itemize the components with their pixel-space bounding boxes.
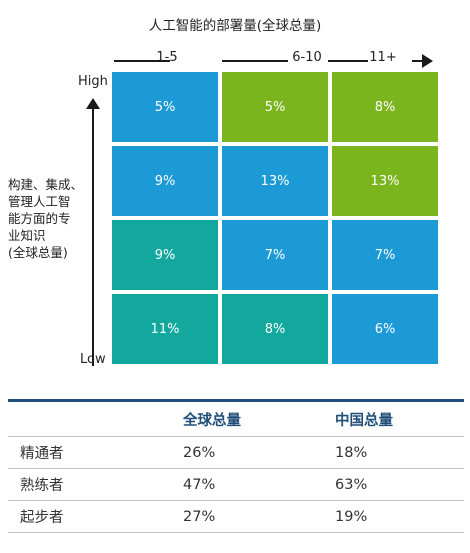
table-header-global: 全球总量 [183,412,241,429]
table-row: 熟练者 47% 63% [8,468,464,501]
cell-china: 18% [335,436,464,469]
y-axis-arrowhead [86,98,100,109]
heatmap-cell: 5% [222,72,328,142]
cell-global: 27% [183,500,335,533]
table-header-china: 中国总量 [335,412,393,429]
y-axis-arrow [92,108,94,366]
heatmap-cell: 7% [332,220,438,290]
x-axis-arrow-segment [222,60,288,62]
summary-table: 全球总量 中国总量 精通者 26% 18% 熟练者 47% 63% 起步者 27… [8,402,464,533]
x-tick-label: 6-10 [292,50,322,65]
heatmap-cell: 9% [112,146,218,216]
x-axis-arrow-segment [328,60,368,62]
x-tick-label: 1-5 [156,50,178,65]
x-axis-arrow-segment [412,60,424,62]
row-label: 起步者 [8,500,183,533]
heatmap-cell: 13% [332,146,438,216]
table-header-row: 全球总量 中国总量 [8,402,464,437]
table-row: 精通者 26% 18% [8,436,464,469]
table-top-rule [8,399,464,402]
heatmap-cell: 8% [332,72,438,142]
table-row: 起步者 27% 19% [8,500,464,533]
x-axis-arrowhead [422,54,433,68]
y-axis-title: 构建、集成、 管理人工智 能方面的专 业知识 (全球总量) [8,177,84,260]
heatmap-cell: 11% [112,294,218,364]
heatmap-cell: 13% [222,146,328,216]
heatmap-cell: 6% [332,294,438,364]
row-label: 精通者 [8,436,183,469]
x-axis-arrow-segment [114,60,170,62]
x-tick-label: 11+ [369,50,397,65]
cell-china: 63% [335,468,464,501]
heatmap-cell: 5% [112,72,218,142]
heatmap-cell: 9% [112,220,218,290]
row-label: 熟练者 [8,468,183,501]
cell-global: 47% [183,468,335,501]
cell-global: 26% [183,436,335,469]
y-axis-low-label: Low [80,352,106,367]
heatmap-cell: 8% [222,294,328,364]
cell-china: 19% [335,500,464,533]
y-axis-high-label: High [78,74,108,89]
chart-title: 人工智能的部署量(全球总量) [148,18,322,34]
heatmap-cell: 7% [222,220,328,290]
table-header-empty [8,402,183,437]
